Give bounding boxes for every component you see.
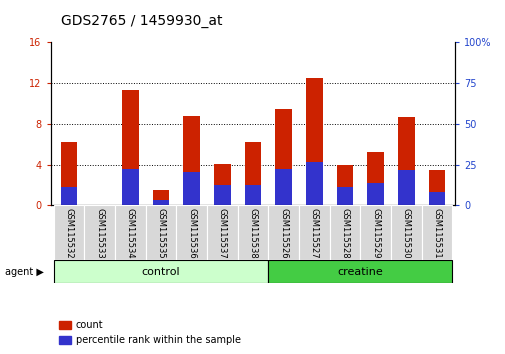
Bar [367, 152, 383, 205]
Bar [115, 205, 145, 260]
Bar [153, 190, 169, 205]
Bar [268, 205, 298, 260]
Bar [84, 205, 115, 260]
Bar [214, 185, 230, 205]
Bar [275, 169, 291, 205]
Bar [428, 192, 444, 205]
Bar [207, 205, 237, 260]
Text: GDS2765 / 1459930_at: GDS2765 / 1459930_at [61, 14, 222, 28]
Bar [54, 205, 84, 260]
Bar [122, 169, 138, 205]
Bar [244, 142, 261, 205]
Text: GSM115530: GSM115530 [401, 208, 410, 259]
Text: GSM115528: GSM115528 [340, 208, 349, 259]
Bar [336, 187, 352, 205]
Bar [397, 170, 414, 205]
Bar [336, 165, 352, 205]
Bar [61, 142, 77, 205]
Bar [275, 109, 291, 205]
Text: GSM115536: GSM115536 [187, 208, 196, 259]
Bar [244, 185, 261, 205]
Bar [421, 205, 451, 260]
Bar [183, 116, 199, 205]
Text: creatine: creatine [337, 267, 382, 277]
Bar [237, 205, 268, 260]
Text: GSM115526: GSM115526 [279, 208, 287, 259]
Text: GSM115529: GSM115529 [371, 208, 379, 258]
Bar [268, 260, 451, 283]
Text: GSM115534: GSM115534 [126, 208, 134, 259]
Bar [122, 90, 138, 205]
Bar [397, 117, 414, 205]
Text: GSM115532: GSM115532 [64, 208, 73, 259]
Text: GSM115533: GSM115533 [95, 208, 104, 259]
Bar [306, 161, 322, 205]
Bar [390, 205, 421, 260]
Text: GSM115531: GSM115531 [432, 208, 441, 259]
Text: GSM115538: GSM115538 [248, 208, 257, 259]
Text: control: control [141, 267, 180, 277]
Bar [145, 205, 176, 260]
Text: GSM115527: GSM115527 [309, 208, 318, 259]
Text: GSM115537: GSM115537 [218, 208, 226, 259]
Text: agent ▶: agent ▶ [5, 267, 44, 277]
Bar [367, 183, 383, 205]
Bar [360, 205, 390, 260]
Bar [306, 78, 322, 205]
Bar [61, 187, 77, 205]
Bar [298, 205, 329, 260]
Bar [214, 164, 230, 205]
Bar [176, 205, 207, 260]
Bar [54, 260, 268, 283]
Bar [329, 205, 360, 260]
Bar [183, 172, 199, 205]
Bar [428, 170, 444, 205]
Text: GSM115535: GSM115535 [156, 208, 165, 259]
Legend: count, percentile rank within the sample: count, percentile rank within the sample [56, 316, 244, 349]
Bar [153, 200, 169, 205]
